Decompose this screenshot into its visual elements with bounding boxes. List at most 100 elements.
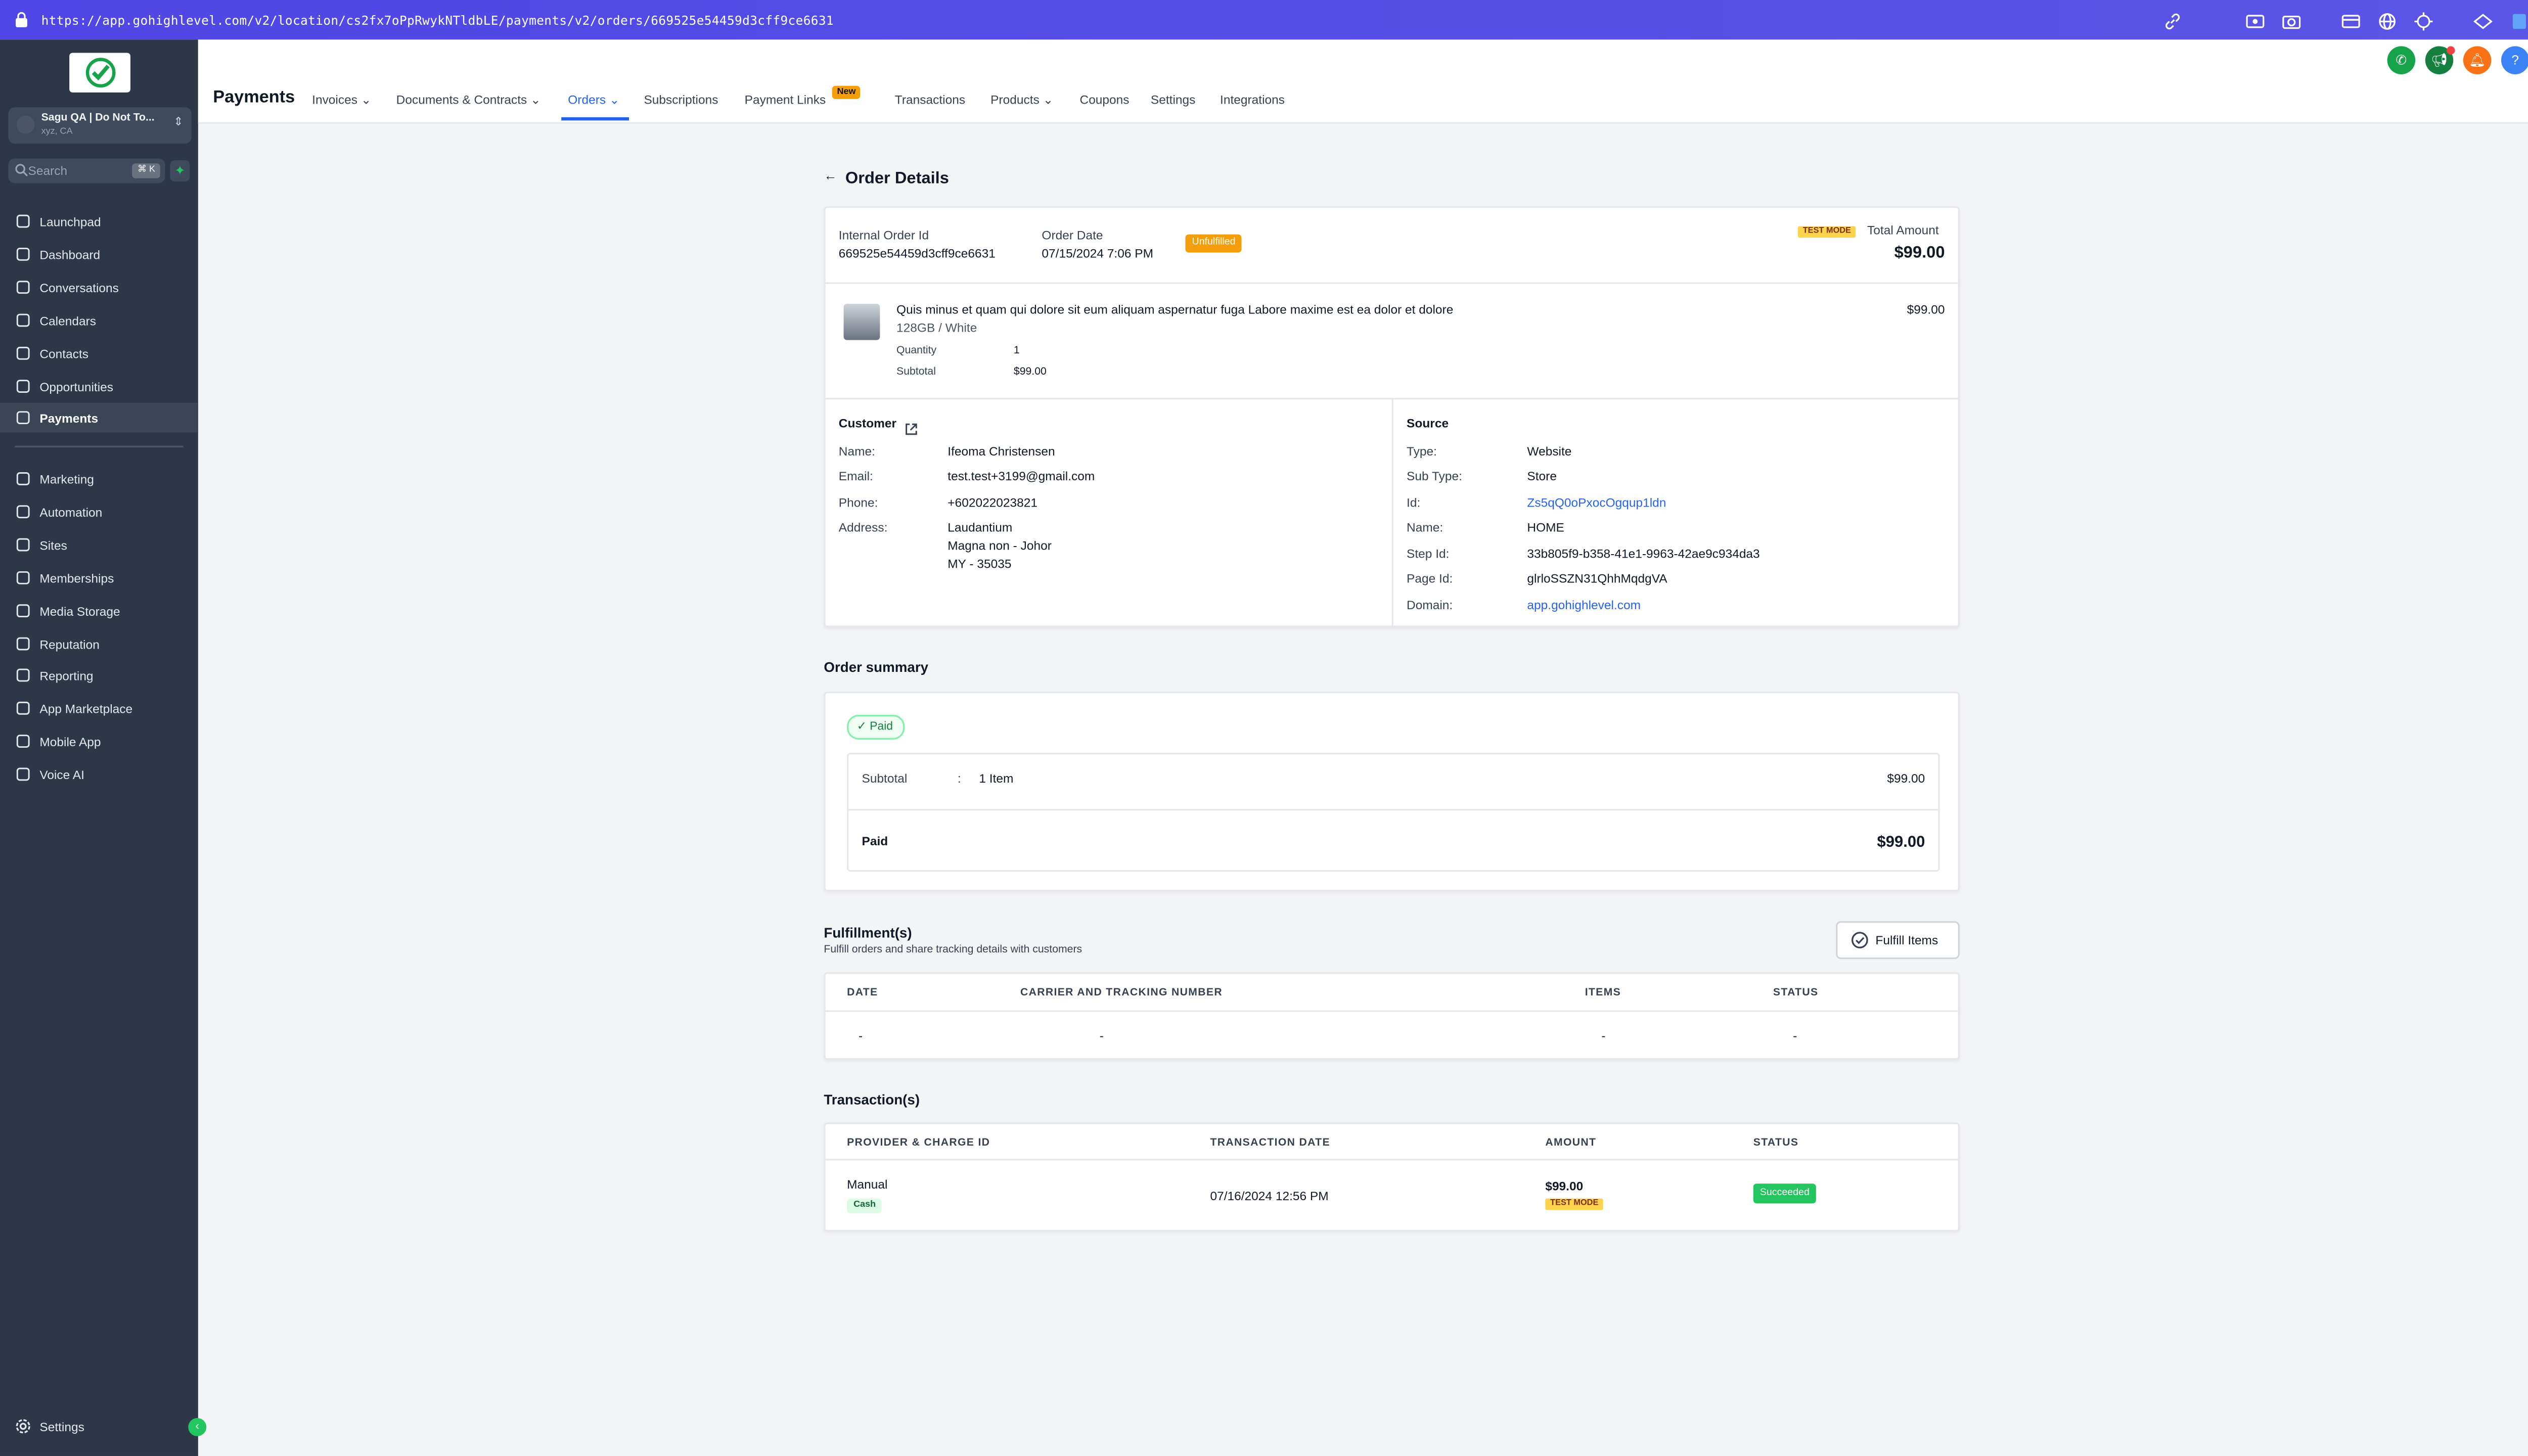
summary-paid-label: Paid [862,833,888,849]
screen-record-icon[interactable] [2245,10,2265,30]
camera-icon[interactable] [2282,10,2301,30]
sidebar-item-marketing[interactable]: Marketing [0,464,198,494]
transaction-amount: $99.00 [1545,1178,1584,1194]
order-date-value: 07/15/2024 7:06 PM [1042,246,1154,261]
column-header: STATUS [1753,1137,1799,1149]
column-header: DATE [847,987,878,999]
tab-subscriptions[interactable]: Subscriptions [644,92,718,108]
customer-address-line3: MY - 35035 [947,556,1012,571]
back-arrow-icon[interactable]: ← [824,168,837,184]
link-icon[interactable] [2163,10,2183,30]
sidebar-item-sites[interactable]: Sites [0,529,198,559]
column-header: TRANSACTION DATE [1210,1137,1330,1149]
customer-address-line2: Magna non - Johor [947,538,1052,553]
fulfill-items-button[interactable]: Fulfill Items [1836,921,1960,960]
mobile-icon [15,733,31,750]
sidebar-item-label: Contacts [39,346,89,361]
payments-icon [15,410,31,427]
window-icon[interactable] [2509,10,2528,30]
sidebar-item-payments[interactable]: Payments [0,403,198,433]
source-id-link[interactable]: Zs5qQ0oPxocOgqup1ldn [1527,495,1666,510]
source-step-label: Step Id: [1407,546,1450,562]
extension-icon[interactable] [2473,10,2493,30]
sidebar-item-label: Dashboard [39,247,101,262]
source-domain-label: Domain: [1407,598,1453,613]
sidebar-item-memberships[interactable]: Memberships [0,562,198,592]
summary-colon: : [957,770,961,786]
product-variant: 128GB / White [896,320,977,335]
browser-address-bar: https://app.gohighlevel.com/v2/location/… [0,0,2528,40]
check-icon: ✓ [856,721,867,733]
tab-settings[interactable]: Settings [1150,92,1196,108]
globe-icon[interactable] [2377,10,2397,30]
quantity-label: Quantity [896,345,937,357]
sidebar-item-opportunities[interactable]: Opportunities [0,371,198,400]
table-cell: - [1793,1028,1797,1043]
tab-integrations[interactable]: Integrations [1220,92,1285,108]
summary-items-count: 1 Item [979,770,1014,786]
top-header: Payments Invoices ⌄ Documents & Contract… [198,39,2528,124]
tab-payment-links[interactable]: Payment Links [744,92,826,108]
tab-documents-contracts[interactable]: Documents & Contracts ⌄ [396,92,541,108]
brand-logo[interactable] [69,53,130,93]
collapse-sidebar-icon[interactable]: ‹ [188,1418,207,1436]
quick-action-bolt-icon[interactable]: ✦ [170,160,190,182]
sidebar-item-app-marketplace[interactable]: App Marketplace [0,694,198,723]
tab-orders[interactable]: Orders ⌄ [568,92,620,108]
payment-method-badge: Cash [847,1198,883,1213]
order-summary-title: Order summary [824,658,929,675]
source-page-label: Page Id: [1407,571,1453,586]
divider [825,1159,1958,1161]
account-switcher[interactable]: Sagu QA | Do Not To... xyz, CA ⇕ [8,107,192,144]
sidebar-item-mobile-app[interactable]: Mobile App [0,726,198,756]
customer-email: test.test+3199@gmail.com [947,469,1095,484]
search-input[interactable]: Search ⌘ K [8,158,165,184]
paid-badge: ✓ Paid [847,714,905,740]
summary-subtotal-value: $99.00 [1887,770,1925,786]
sidebar-item-label: Marketing [39,472,94,487]
search-shortcut: ⌘ K [132,163,160,178]
sidebar-item-label: Mobile App [39,735,101,750]
sidebar-item-conversations[interactable]: Conversations [0,272,198,302]
sites-icon [15,536,31,553]
sidebar-item-voice-ai[interactable]: Voice AI [0,759,198,789]
crosshair-icon[interactable] [2414,10,2433,31]
card-icon[interactable] [2341,10,2361,30]
item-subtotal-value: $99.00 [1013,366,1047,378]
sidebar-item-media-storage[interactable]: Media Storage [0,595,198,625]
memberships-icon [15,569,31,586]
sidebar-item-label: Reporting [39,669,94,685]
sidebar-item-reporting[interactable]: Reporting [0,661,198,691]
calendar-icon [15,311,31,328]
sidebar-item-calendars[interactable]: Calendars [0,305,198,335]
product-name: Quis minus et quam qui dolore sit eum al… [896,302,1454,317]
tab-coupons[interactable]: Coupons [1079,92,1130,108]
table-cell: - [1601,1028,1606,1043]
tab-invoices[interactable]: Invoices ⌄ [312,92,372,108]
tab-products[interactable]: Products ⌄ [990,92,1054,108]
check-circle-icon [1852,932,1868,948]
bell-icon[interactable]: 🔔︎ [2463,46,2492,74]
gear-icon [16,1419,30,1434]
sidebar-item-settings[interactable]: Settings [0,1412,198,1441]
sidebar-item-reputation[interactable]: Reputation [0,628,198,658]
source-domain-link[interactable]: app.gohighlevel.com [1527,598,1641,613]
source-id-label: Id: [1407,495,1421,510]
sidebar-item-launchpad[interactable]: Launchpad [0,206,198,236]
sidebar-item-dashboard[interactable]: Dashboard [0,239,198,269]
external-link-icon[interactable] [905,415,918,435]
source-subtype-label: Sub Type: [1407,469,1462,484]
phone-icon[interactable]: ✆ [2387,46,2416,74]
page-title: Payments [213,87,295,108]
sidebar-item-automation[interactable]: Automation [0,496,198,526]
product-price: $99.00 [1907,302,1945,317]
account-name: Sagu QA | Do Not To... [41,112,155,124]
customer-address-label: Address: [838,520,888,535]
tab-transactions[interactable]: Transactions [894,92,966,108]
sidebar-item-label: Voice AI [39,767,84,783]
help-icon[interactable]: ? [2501,46,2528,74]
sidebar-item-contacts[interactable]: Contacts [0,338,198,368]
media-icon [15,602,31,619]
url-text[interactable]: https://app.gohighlevel.com/v2/location/… [41,12,834,27]
search-icon [15,164,28,176]
